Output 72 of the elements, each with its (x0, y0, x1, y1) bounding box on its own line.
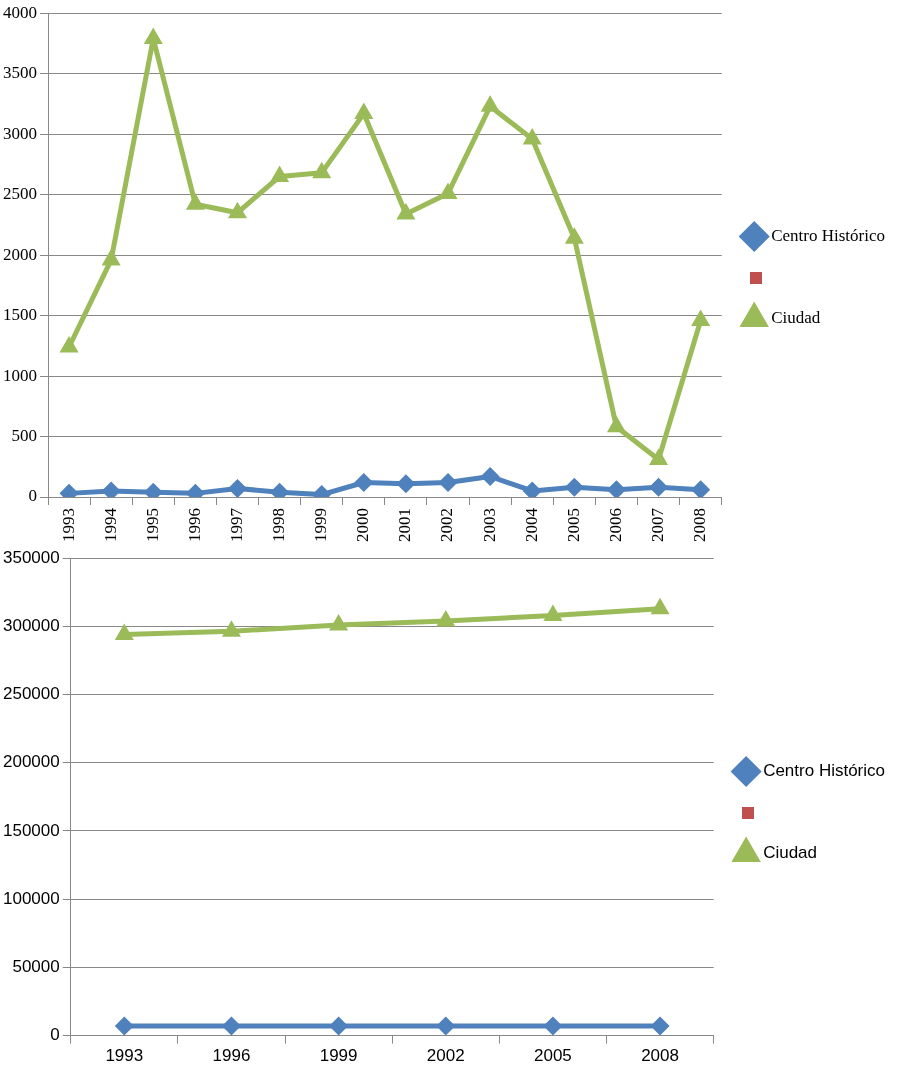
point (481, 467, 499, 485)
point (355, 473, 373, 491)
y-tick-label: 150000 (2, 820, 60, 840)
x-tick-label: 1999 (311, 508, 331, 542)
x-tick-label: 1997 (226, 507, 246, 542)
x-tick-label: 2005 (533, 1046, 572, 1066)
y-tick-label: 50000 (12, 957, 60, 977)
y-tick-label: 2500 (3, 184, 37, 204)
legend-label: Ciudad (771, 307, 821, 327)
x-tick-label: 1995 (142, 508, 162, 542)
point (543, 604, 563, 621)
point (565, 227, 584, 244)
y-tick-label: 0 (50, 1025, 60, 1045)
y-tick-label: 2000 (3, 244, 37, 264)
y-tick-label: 500 (11, 425, 37, 445)
point (270, 165, 289, 182)
y-tick-label: 200000 (2, 752, 60, 772)
point (651, 1017, 669, 1035)
legend-label: Centro Histórico (763, 761, 885, 781)
point (59, 336, 79, 353)
point (186, 193, 205, 210)
point (691, 309, 710, 326)
point (222, 1017, 240, 1035)
y-tick-label: 1000 (3, 365, 37, 385)
legend-label: Ciudad (763, 843, 817, 863)
x-tick-label: 2003 (479, 508, 499, 542)
legend-label: Centro Histórico (771, 225, 886, 245)
point (650, 478, 668, 496)
y-tick-label: 1500 (3, 305, 37, 325)
x-tick-label: 1999 (319, 1046, 358, 1066)
point (480, 95, 499, 112)
point (222, 620, 241, 637)
point (439, 473, 457, 491)
point (437, 1017, 455, 1035)
x-tick-label: 1996 (184, 508, 204, 542)
x-tick-label: 1993 (58, 508, 78, 542)
x-tick-label: 2007 (648, 507, 668, 542)
x-tick-label: 2008 (690, 508, 710, 542)
point (522, 128, 542, 145)
x-tick-label: 2004 (521, 507, 541, 542)
x-tick-label: 2002 (426, 1046, 465, 1066)
point (544, 1017, 562, 1035)
x-tick-label: 2000 (353, 508, 373, 542)
point (440, 182, 458, 199)
point (565, 478, 583, 496)
point (115, 1017, 133, 1035)
point (228, 480, 246, 497)
y-tick-label: 3500 (3, 63, 37, 83)
x-tick-label: 2008 (641, 1046, 679, 1066)
x-tick-label: 1994 (100, 507, 120, 542)
point (523, 482, 541, 497)
y-tick-label: 300000 (2, 616, 60, 636)
point (607, 481, 625, 497)
y-tick-label: 250000 (2, 684, 60, 704)
x-tick-label: 1998 (269, 508, 289, 542)
point (608, 418, 625, 433)
x-tick-label: 2005 (563, 508, 583, 542)
point (329, 614, 348, 631)
point (102, 482, 120, 497)
x-tick-label: 2002 (437, 508, 457, 542)
point (330, 1017, 348, 1035)
y-tick-label: 4000 (3, 2, 37, 22)
y-tick-label: 3000 (3, 123, 37, 143)
x-tick-label: 1993 (105, 1046, 144, 1066)
point (692, 481, 710, 497)
y-tick-label: 0 (28, 486, 37, 506)
point (397, 475, 415, 493)
x-tick-label: 1996 (212, 1046, 251, 1066)
y-tick-label: 100000 (2, 888, 60, 908)
y-tick-label: 350000 (2, 547, 60, 567)
x-tick-label: 2001 (395, 508, 415, 542)
x-tick-label: 2006 (605, 508, 625, 542)
